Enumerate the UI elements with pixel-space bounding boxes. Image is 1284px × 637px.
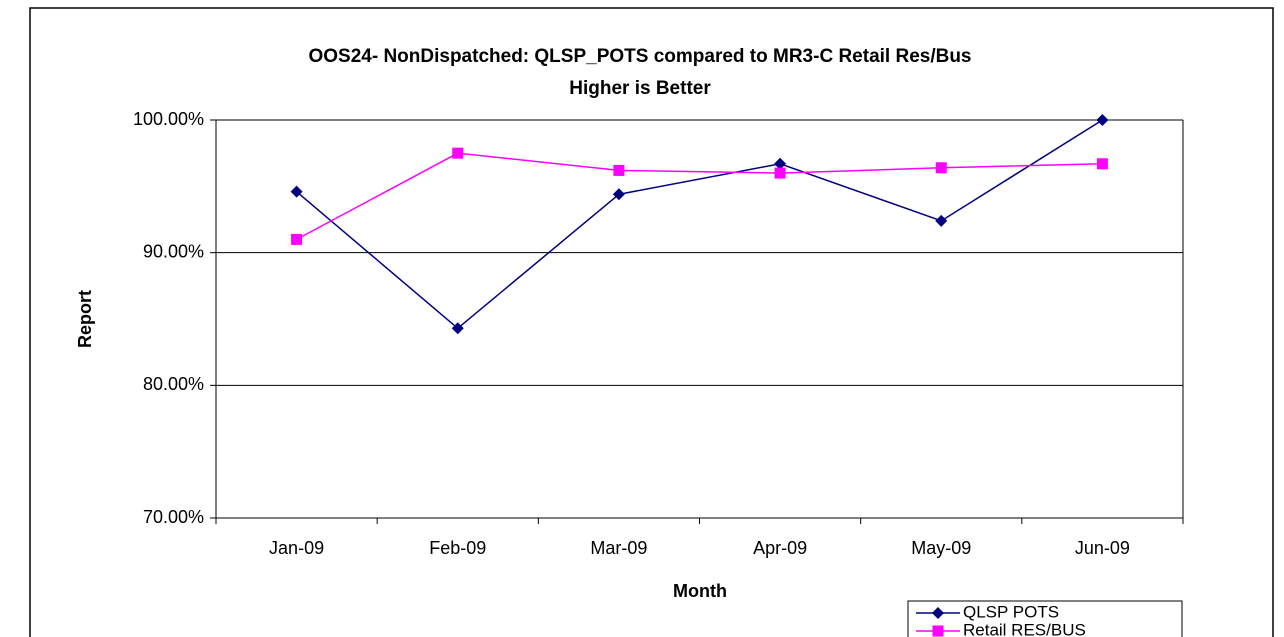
marker: [774, 157, 787, 170]
marker: [1096, 158, 1108, 170]
marker: [291, 233, 303, 245]
legend-label: Retail RES/BUS: [963, 620, 1086, 637]
y-tick-label: 100.00%: [133, 109, 204, 129]
x-tick-label: Jan-09: [269, 538, 324, 558]
marker: [452, 147, 464, 159]
legend-marker: [932, 625, 944, 637]
legend-label: QLSP POTS: [963, 602, 1059, 621]
y-tick-label: 90.00%: [143, 241, 204, 261]
plot-area: [216, 120, 1183, 518]
marker: [1096, 114, 1109, 126]
marker: [613, 164, 625, 176]
y-tick-label: 70.00%: [143, 507, 204, 527]
x-tick-label: Apr-09: [753, 538, 807, 558]
x-axis-label: Month: [673, 581, 727, 601]
y-axis-label: Report: [75, 290, 95, 348]
x-tick-label: May-09: [911, 538, 971, 558]
marker: [935, 214, 948, 227]
x-tick-label: Feb-09: [429, 538, 486, 558]
chart-subtitle: Higher is Better: [569, 78, 711, 99]
marker: [935, 162, 947, 174]
marker: [612, 188, 625, 201]
series-line: [296, 119, 1103, 330]
chart-title: OOS24- NonDispatched: QLSP_POTS compared…: [308, 46, 971, 67]
legend-marker: [932, 607, 944, 619]
marker: [290, 185, 303, 198]
y-tick-label: 80.00%: [143, 374, 204, 394]
marker: [774, 167, 786, 179]
x-tick-label: Mar-09: [590, 538, 647, 558]
marker: [451, 322, 464, 335]
series-line: [296, 152, 1103, 241]
x-tick-label: Jun-09: [1075, 538, 1130, 558]
